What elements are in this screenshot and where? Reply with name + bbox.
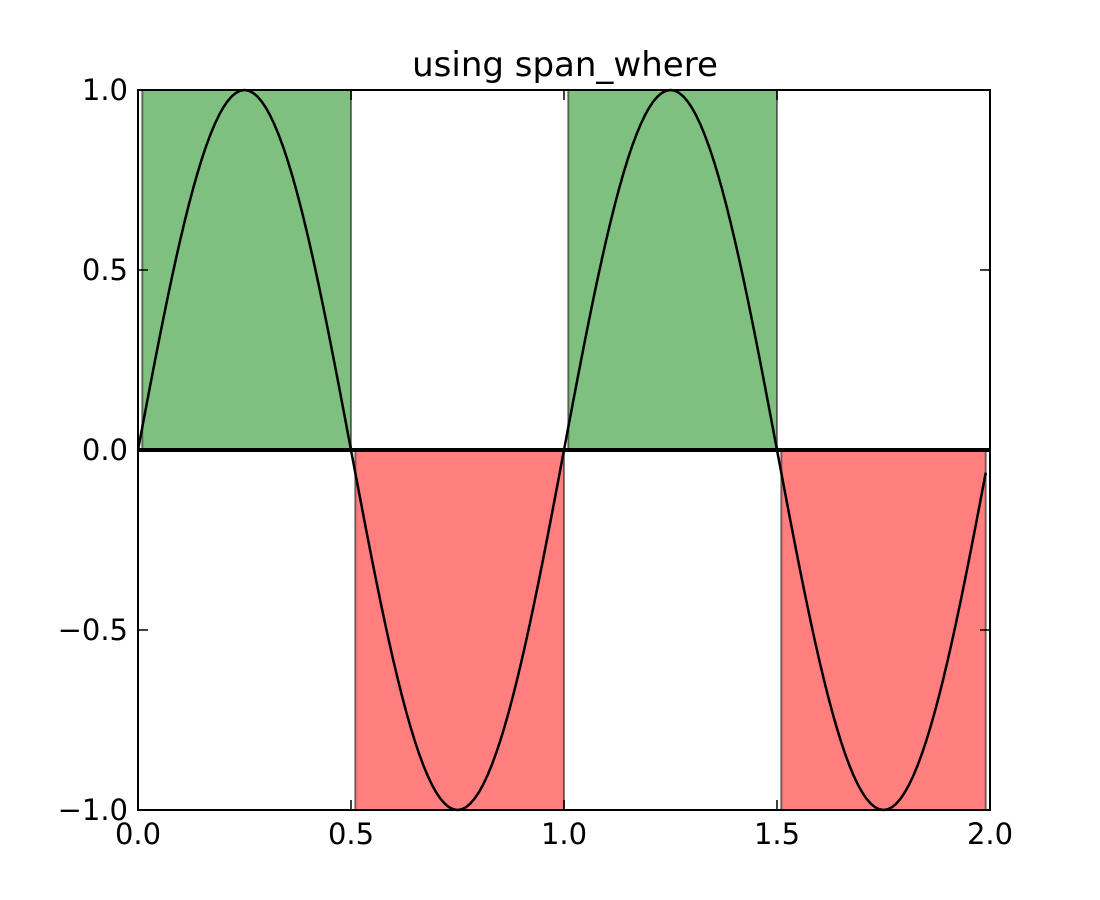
- sine-curve: [136, 88, 987, 812]
- span-region-4: [780, 449, 987, 811]
- chart-title: using span_where: [412, 45, 718, 85]
- x-tick-label: 1.5: [754, 817, 800, 851]
- y-tick-label: 1.0: [82, 73, 128, 107]
- y-tick-label: −0.5: [58, 613, 128, 647]
- x-tick-label: 1.0: [541, 817, 587, 851]
- x-tick-label: 2.0: [967, 817, 1013, 851]
- x-tick-label: 0.5: [328, 817, 374, 851]
- y-tick-label: −1.0: [58, 793, 128, 827]
- series-layer: [136, 88, 987, 812]
- tick-labels-layer: 0.0 0.5 1.0 1.5 2.0 1.0 0.5 0.0 −0.5 −1.0: [58, 73, 1013, 851]
- y-tick-label: 0.5: [82, 253, 128, 287]
- x-tick-label: 0.0: [115, 817, 161, 851]
- y-tick-label: 0.0: [82, 433, 128, 467]
- ticks-layer: [137, 89, 991, 811]
